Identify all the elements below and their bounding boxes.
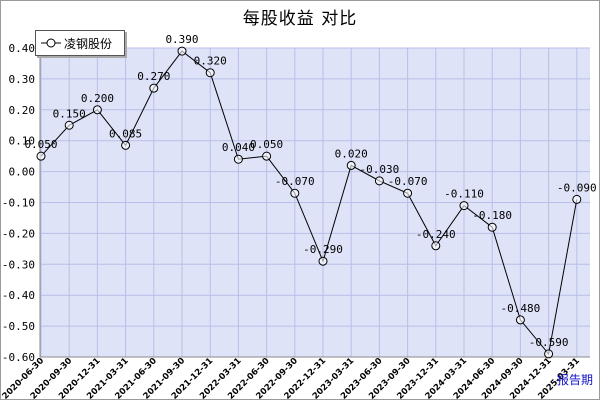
data-point: [431, 241, 441, 251]
data-label: 0.050: [24, 138, 57, 151]
legend-label: 凌钢股份: [64, 37, 113, 51]
data-point: [487, 222, 497, 232]
y-tick-label: -0.10: [2, 197, 35, 210]
data-point: [290, 188, 300, 198]
data-label: 0.200: [81, 92, 114, 105]
y-tick-label: 0.10: [9, 135, 36, 148]
data-label: -0.590: [529, 336, 569, 349]
data-point: [374, 176, 384, 186]
data-point: [346, 160, 356, 170]
chart-title: 每股收益 对比: [242, 9, 358, 29]
data-label: 0.320: [194, 55, 227, 68]
data-point: [177, 46, 187, 56]
y-tick-label: -0.50: [2, 320, 35, 333]
y-tick-label: -0.40: [2, 289, 35, 302]
data-label: -0.070: [388, 175, 428, 188]
data-label: 0.040: [222, 141, 255, 154]
data-label: -0.030: [360, 163, 400, 176]
data-point: [64, 120, 74, 130]
data-point: [262, 151, 272, 161]
data-label: -0.290: [303, 243, 343, 256]
data-point: [205, 68, 215, 78]
data-label: -0.070: [275, 175, 315, 188]
y-tick-label: 0.40: [9, 42, 36, 55]
data-label: 0.050: [250, 138, 283, 151]
data-label: -0.180: [472, 209, 512, 222]
data-point: [544, 349, 554, 359]
data-label: -0.110: [444, 188, 484, 201]
data-point: [121, 140, 131, 150]
data-point: [572, 194, 582, 204]
legend-marker-icon: [41, 38, 61, 48]
y-tick-label: 0.00: [9, 166, 36, 179]
data-point: [403, 188, 413, 198]
y-tick-label: 0.30: [9, 73, 36, 86]
data-label: 0.020: [335, 147, 368, 160]
data-point: [459, 201, 469, 211]
series-line: [40, 50, 578, 356]
y-tick-label: -0.20: [2, 227, 35, 240]
data-point: [149, 83, 159, 93]
y-tick-label: -0.60: [2, 351, 35, 364]
data-label: 0.390: [165, 33, 198, 46]
data-label: 0.150: [53, 107, 86, 120]
data-label: 0.085: [109, 127, 142, 140]
data-point: [318, 256, 328, 266]
data-label: -0.480: [501, 302, 541, 315]
data-point: [233, 154, 243, 164]
data-point: [92, 105, 102, 115]
legend: 凌钢股份: [35, 30, 125, 56]
data-point: [36, 151, 46, 161]
y-tick-label: -0.30: [2, 258, 35, 271]
period-link[interactable]: 报告期: [557, 373, 594, 387]
data-label: -0.240: [416, 228, 456, 241]
data-point: [515, 315, 525, 325]
y-tick-label: 0.20: [9, 104, 36, 117]
data-label: -0.090: [557, 181, 597, 194]
data-label: 0.270: [137, 70, 170, 83]
